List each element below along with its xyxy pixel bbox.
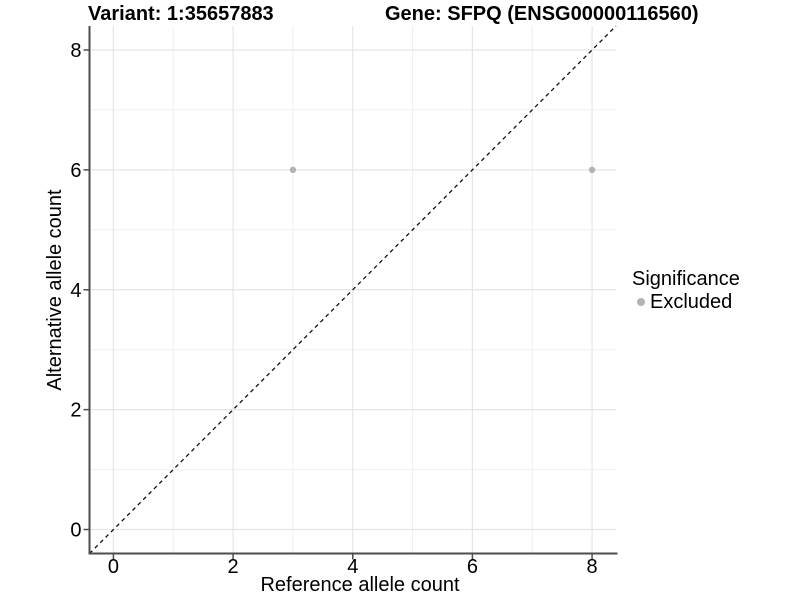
y-tick-label: 8 [70, 40, 81, 62]
variant-title: Variant: 1:35657883 [88, 3, 274, 25]
gene-title: Gene: SFPQ (ENSG00000116560) [385, 3, 699, 25]
legend-entry: Excluded [630, 291, 740, 313]
legend: Significance Excluded [630, 268, 740, 313]
excluded-point-icon [637, 298, 645, 306]
y-axis-title: Alternative allele count [44, 189, 66, 391]
x-tick-label: 8 [587, 556, 598, 578]
data-point [588, 166, 596, 174]
legend-title: Significance [632, 268, 740, 290]
y-tick-label: 6 [70, 160, 81, 182]
y-tick-label: 0 [70, 520, 81, 542]
x-tick-label: 2 [228, 556, 239, 578]
x-tick-label: 4 [347, 556, 358, 578]
data-point [289, 166, 297, 174]
x-axis-title: Reference allele count [260, 574, 460, 596]
identity-dashed-line [89, 25, 617, 554]
y-tick-label: 2 [70, 400, 81, 422]
legend-entry-label: Excluded [650, 291, 733, 313]
x-tick-label: 6 [467, 556, 478, 578]
x-tick-label: 0 [108, 556, 119, 578]
y-tick-label: 4 [70, 280, 81, 302]
